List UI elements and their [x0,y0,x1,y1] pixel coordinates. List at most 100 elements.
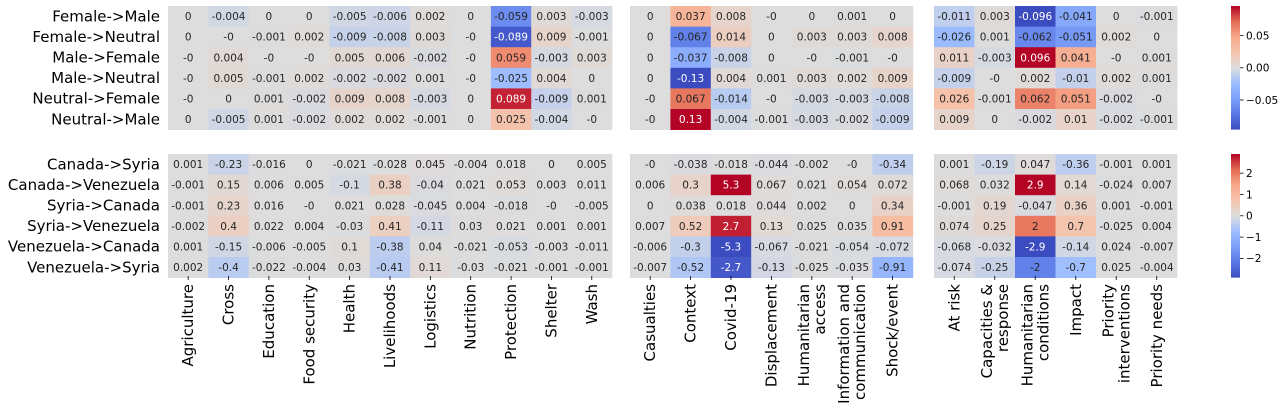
column-label: Impact [1067,284,1085,336]
heatmap-cell [248,47,290,69]
cell-value-label: 0 [306,159,313,171]
cell-value-label: -0.021 [795,242,829,254]
cell-value-label: -0.7 [1066,262,1087,274]
heatmap-cell [490,6,532,27]
cell-value-label: 0.004 [1142,221,1172,233]
cell-value-label: 0.041 [1061,52,1091,64]
cell-value-label: -0.002 [292,114,326,126]
heatmap-cell [490,154,532,175]
heatmap-cell [208,26,250,48]
column-label: Humanitarianaccess [795,284,829,387]
cell-value-label: -0 [807,52,817,64]
cell-value-label: 0.008 [375,94,405,106]
column-label: Livelihoods [381,284,399,368]
cell-value-label: -0.003 [575,11,609,23]
heatmap-cell [934,154,975,175]
cell-value-label: -0.1 [339,180,360,192]
cell-value-label: 0.009 [939,114,969,126]
heatmap-cell [490,47,532,69]
heatmap-cell [751,6,792,27]
colorbar-tick-label: 0.00 [1246,63,1269,75]
cell-value-label: -0.34 [879,159,906,171]
heatmap-cell [630,195,671,217]
heatmap-cell [329,257,371,278]
cell-value-label: -0.001 [171,180,205,192]
heatmap-cell [751,236,792,258]
heatmap-cell [791,47,833,69]
heatmap-cell [670,257,712,278]
heatmap-cell [974,215,1016,237]
cell-value-label: 0.01 [1064,114,1087,126]
cell-value-label: -0.016 [252,159,286,171]
column-label: Education [260,284,278,359]
heatmap-cell [872,6,914,27]
cell-value-label: -0.026 [937,32,971,44]
heatmap-cell [168,257,209,278]
heatmap-cell [710,154,752,175]
cell-value-label: 2.7 [723,221,740,233]
heatmap-cell [630,6,671,27]
cell-value-label: -0 [304,52,314,64]
cell-value-label: 0.52 [679,221,702,233]
cell-value-label: -0 [766,11,776,23]
heatmap-cell [832,154,873,175]
heatmap-cell [872,67,914,89]
heatmap-cell [974,26,1016,48]
cell-value-label: 0.021 [496,221,526,233]
heatmap-cell [571,236,613,258]
heatmap-cell [872,47,914,69]
heatmap-cell [369,195,411,217]
heatmap-cell [872,236,914,258]
heatmap-cell [791,215,833,237]
cell-value-label: -0.15 [215,242,242,254]
cell-value-label: -0.089 [494,32,528,44]
cell-value-label: 0.008 [716,11,746,23]
heatmap-cell [832,88,873,110]
heatmap-cell [450,109,492,130]
cell-value-label: -0.009 [876,114,910,126]
cell-value-label: -0.001 [413,114,447,126]
heatmap-cell [1136,215,1178,237]
heatmap-cell [832,67,873,89]
heatmap-cell [751,215,792,237]
cell-value-label: -0.4 [218,262,239,274]
heatmap-cell [791,257,833,278]
cell-value-label: -0.047 [1018,200,1052,212]
heatmap-cell [974,236,1016,258]
heatmap-cell [248,215,290,237]
heatmap-cell [1055,154,1097,175]
cell-value-label: -0 [645,114,655,126]
heatmap-cell [329,47,371,69]
cell-value-label: -0.005 [333,11,367,23]
cell-value-label: 0.004 [536,73,566,85]
cell-value-label: 0.003 [797,73,827,85]
cell-value-label: -0 [1111,52,1121,64]
cell-value-label: 0 [467,114,474,126]
heatmap-cell [168,215,209,237]
cell-value-label: -0.01 [1062,73,1089,85]
cell-value-label: 0.005 [335,52,365,64]
heatmap-cell [1015,109,1056,130]
row-label: Canada->Syria [47,155,160,173]
heatmap-cell [248,236,290,258]
cell-value-label: -0 [183,94,193,106]
cell-value-label: -0.059 [494,11,528,23]
cell-value-label: -0.004 [714,114,748,126]
heatmap-cell [872,88,914,110]
cell-value-label: 0.006 [375,52,405,64]
heatmap-cell [1055,195,1097,217]
heatmap-cell [1015,174,1056,196]
cell-value-label: -0.13 [758,262,785,274]
heatmap-cell [1096,174,1137,196]
heatmap-cell [450,47,492,69]
row-label: Female->Male [52,7,160,25]
cell-value-label: -0 [645,94,655,106]
cell-value-label: -0.003 [795,94,829,106]
cell-value-label: -0.004 [292,262,326,274]
cell-value-label: -0.004 [1140,262,1174,274]
heatmap-cell [630,88,671,110]
heatmap-cell [832,26,873,48]
heatmap-cell [974,67,1016,89]
column-label: Nutrition [462,284,480,350]
heatmap-cell [248,26,290,48]
